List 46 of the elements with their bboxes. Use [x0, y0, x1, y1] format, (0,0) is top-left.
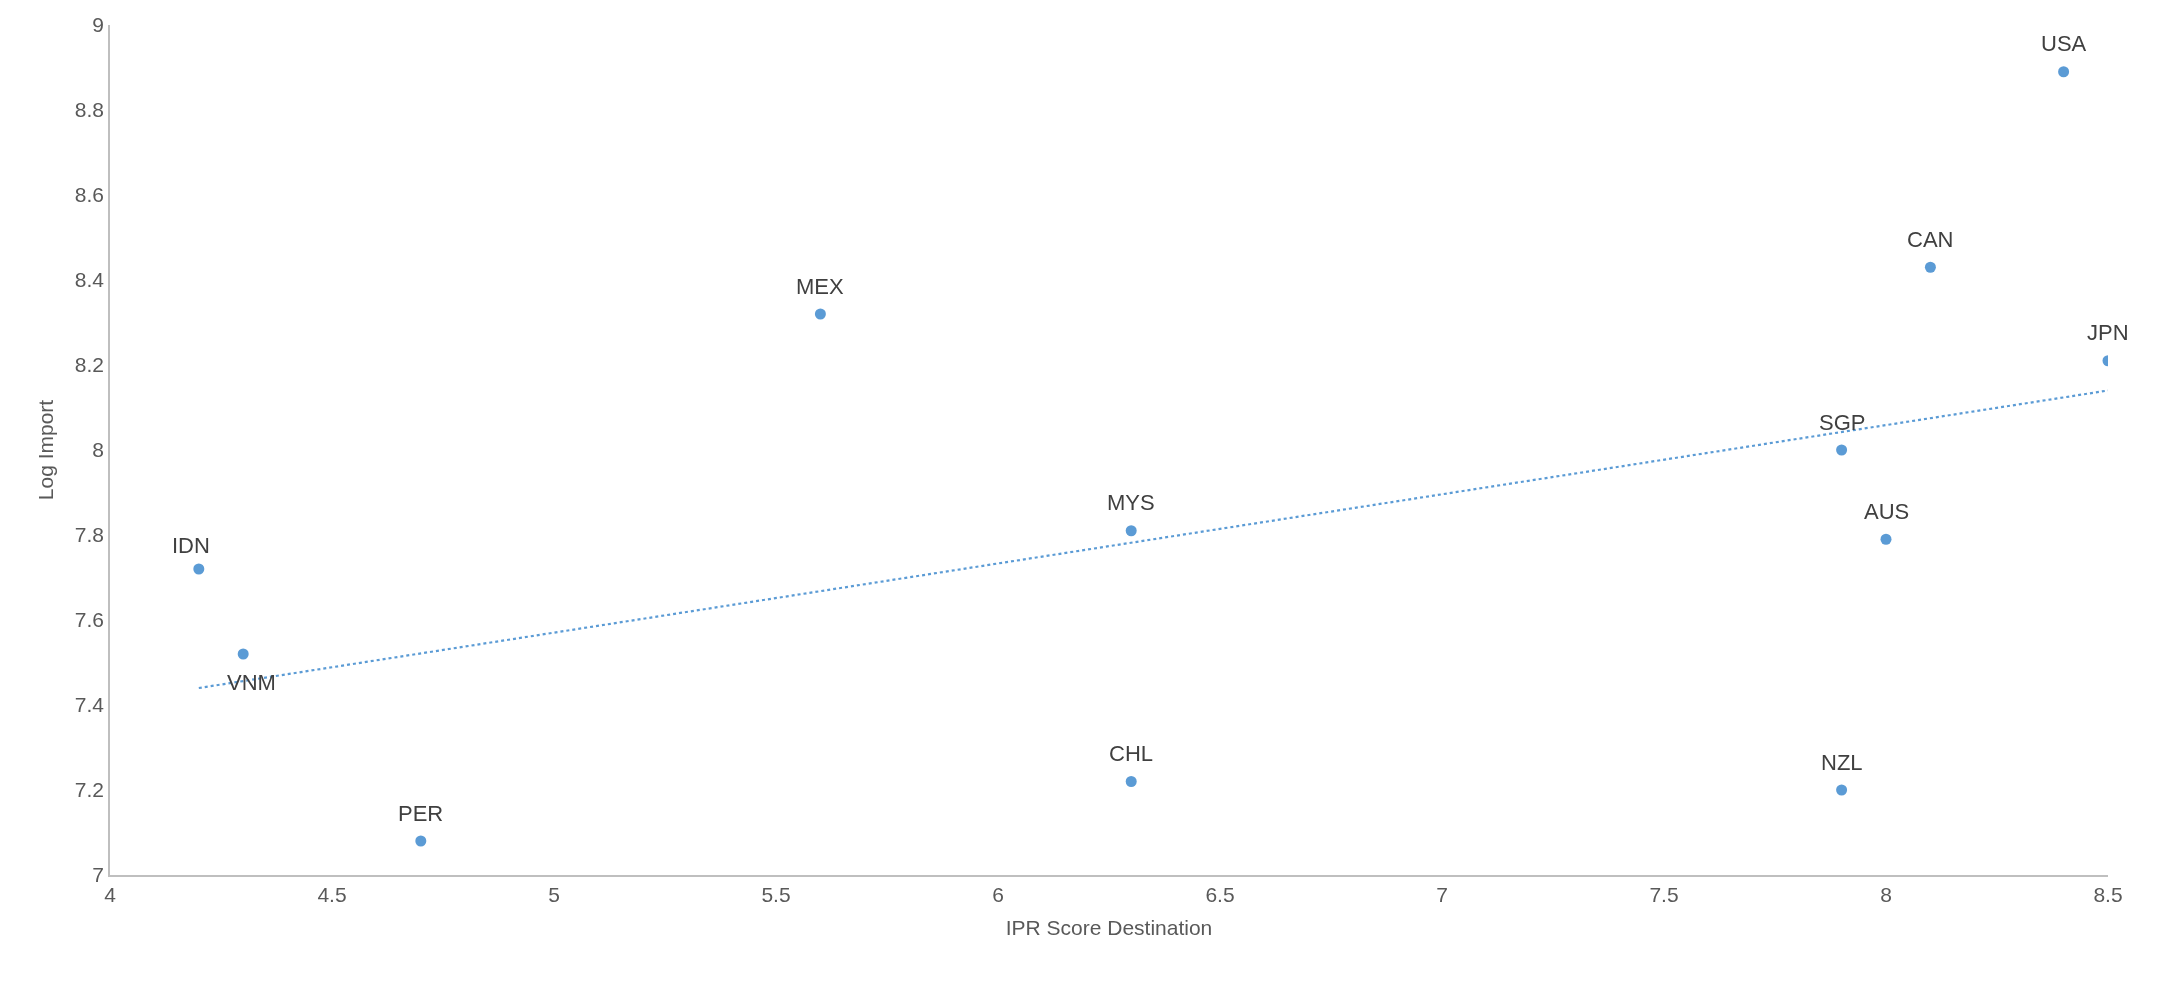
y-tick-label: 7.2 [74, 778, 105, 802]
x-tick-label: 8 [1880, 882, 1892, 906]
annotation: CAN [1907, 227, 1954, 252]
point [237, 648, 249, 660]
annotation: PER [398, 801, 444, 826]
x-tick-label: 5.5 [761, 882, 791, 906]
x-tick-label: 4.5 [317, 882, 347, 906]
x-axis-title: IPR Score Destination [1005, 915, 1213, 939]
x-tick-label: 7 [1436, 882, 1448, 906]
point [2058, 66, 2070, 78]
point [1836, 444, 1848, 456]
y-tick-label: 7 [92, 863, 105, 887]
annotation: MYS [1107, 490, 1155, 515]
annotation: VNM [227, 670, 276, 695]
point [1836, 784, 1848, 796]
y-tick-label: 7.8 [74, 523, 105, 547]
point [1125, 525, 1137, 537]
annotation: CHL [1109, 741, 1154, 766]
point [1880, 533, 1892, 545]
y-tick-label: 8 [92, 438, 105, 462]
annotation: AUS [1864, 499, 1910, 524]
x-tick-label: 4 [104, 882, 117, 906]
annotation: NZL [1821, 750, 1863, 775]
point [415, 835, 427, 847]
point [193, 563, 205, 575]
y-tick-label: 8.6 [74, 183, 105, 207]
x-tick-label: 7.5 [1649, 882, 1679, 906]
annotation: USA [2041, 31, 2087, 56]
y-tick-label: 9 [92, 13, 105, 37]
x-tick-label: 5 [548, 882, 560, 906]
annotation: SGP [1819, 410, 1866, 435]
point [1125, 776, 1137, 787]
annotation: JPN [2087, 320, 2129, 345]
annotation: IDN [172, 533, 210, 558]
x-tick-label: 6 [992, 882, 1004, 906]
y-tick-label: 8.2 [74, 353, 105, 377]
x-tick-label: 8.5 [2093, 882, 2123, 906]
point [814, 308, 826, 320]
y-tick-label: 7.6 [74, 608, 105, 632]
point [1924, 261, 1936, 273]
annotation: MEX [796, 274, 844, 299]
x-tick-label: 6.5 [1205, 882, 1235, 906]
y-tick-label: 8.8 [74, 98, 105, 122]
y-tick-label: 7.4 [74, 693, 105, 717]
y-tick-label: 8.4 [74, 268, 105, 292]
y-axis-title: Log Import [34, 399, 58, 501]
